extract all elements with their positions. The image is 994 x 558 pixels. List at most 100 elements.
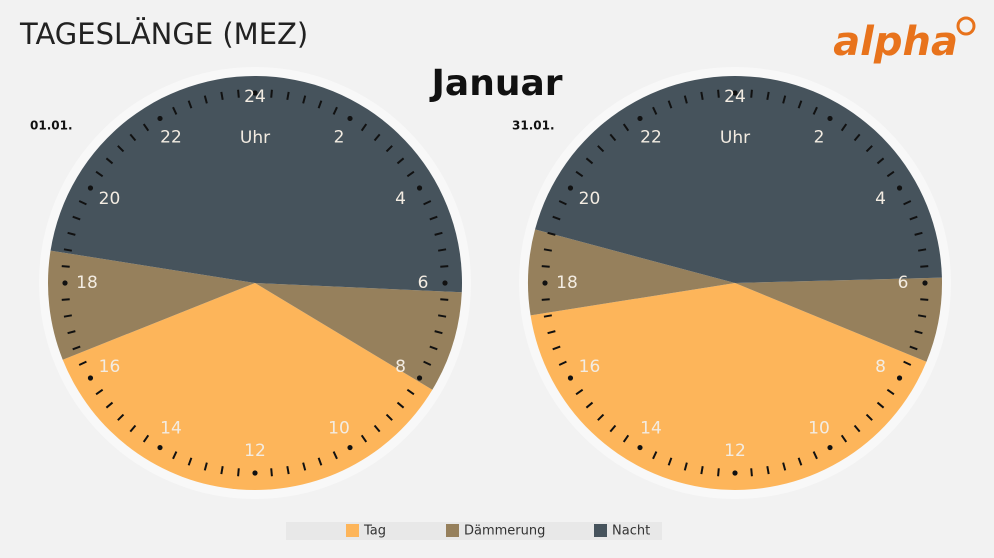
hour-label: 18: [76, 273, 98, 293]
hour-label: 2: [814, 128, 825, 148]
minute-tick: [840, 434, 848, 443]
hour-label: 16: [99, 357, 121, 377]
hour-dot: [637, 444, 643, 451]
clock-segment: [62, 283, 433, 490]
minute-tick: [270, 468, 273, 477]
minute-tick: [920, 298, 929, 301]
hour-dot: [827, 115, 833, 122]
minute-tick: [78, 200, 87, 206]
minute-tick: [558, 200, 567, 206]
minute-tick: [406, 388, 415, 396]
hour-dot: [62, 280, 68, 286]
minute-tick: [440, 298, 449, 301]
subtitle: Januar: [429, 63, 563, 104]
minute-tick: [609, 133, 617, 142]
legend-bar: [286, 522, 662, 540]
logo-ring: [956, 16, 976, 36]
minute-tick: [317, 100, 323, 109]
minute-tick: [142, 434, 150, 443]
minute-tick: [95, 170, 104, 178]
minute-tick: [700, 466, 704, 475]
minute-tick: [302, 462, 307, 471]
minute-tick: [853, 424, 861, 433]
hour-label: 2: [334, 128, 345, 148]
minute-tick: [903, 200, 912, 206]
minute-tick: [652, 106, 658, 115]
minute-tick: [909, 215, 918, 221]
minute-tick: [903, 360, 912, 366]
minute-tick: [558, 360, 567, 366]
minute-tick: [552, 345, 561, 351]
minute-tick: [840, 123, 848, 132]
hour-unit: Uhr: [240, 128, 270, 148]
minute-tick: [918, 248, 927, 252]
minute-tick: [667, 100, 673, 109]
hour-dot: [416, 375, 423, 381]
title: TAGESLÄNGE (MEZ): [19, 17, 308, 51]
hour-dot: [827, 444, 833, 451]
minute-tick: [434, 330, 443, 335]
minute-tick: [876, 401, 885, 409]
minute-tick: [438, 248, 447, 252]
minute-tick: [667, 457, 673, 466]
minute-tick: [317, 457, 323, 466]
hour-dot: [567, 185, 574, 191]
minute-tick: [575, 388, 584, 396]
minute-tick: [750, 468, 753, 477]
minute-tick: [440, 265, 449, 268]
minute-tick: [766, 466, 770, 475]
minute-tick: [286, 91, 290, 100]
legend-label: Dämmerung: [464, 524, 545, 539]
minute-tick: [429, 215, 438, 221]
minute-tick: [918, 314, 927, 318]
minute-tick: [886, 388, 895, 396]
minute-tick: [717, 468, 720, 477]
hour-dot: [87, 375, 94, 381]
minute-tick: [585, 157, 594, 165]
hour-dot: [87, 185, 94, 191]
minute-tick: [187, 457, 193, 466]
clock-segment: [735, 277, 942, 362]
hour-label: 24: [244, 87, 266, 107]
hour-dot: [896, 375, 903, 381]
minute-tick: [302, 95, 307, 104]
minute-tick: [597, 413, 605, 421]
minute-tick: [95, 388, 104, 396]
minute-tick: [652, 451, 658, 460]
hour-dot: [732, 470, 738, 476]
legend-label: Nacht: [612, 524, 650, 539]
minute-tick: [129, 424, 137, 433]
minute-tick: [237, 468, 240, 477]
hour-label: 6: [898, 273, 909, 293]
minute-tick: [552, 215, 561, 221]
minute-tick: [865, 413, 873, 421]
hour-dot: [896, 185, 903, 191]
minute-tick: [434, 231, 443, 236]
minute-tick: [63, 314, 72, 318]
minute-tick: [270, 89, 273, 98]
hour-dot: [732, 90, 738, 96]
clock-segment: [47, 250, 255, 360]
minute-tick: [385, 145, 393, 153]
minute-tick: [909, 345, 918, 351]
hour-dot: [252, 470, 258, 476]
minute-tick: [700, 91, 704, 100]
minute-tick: [920, 265, 929, 268]
minute-tick: [547, 231, 556, 236]
minute-tick: [876, 157, 885, 165]
minute-tick: [750, 89, 753, 98]
minute-tick: [61, 298, 70, 301]
minute-tick: [142, 123, 150, 132]
minute-tick: [373, 133, 381, 142]
legend-swatch: [446, 524, 459, 537]
clock-segment: [528, 229, 735, 316]
minute-tick: [886, 170, 895, 178]
hour-label: 8: [395, 357, 406, 377]
hour-dot: [416, 185, 423, 191]
minute-tick: [172, 451, 178, 460]
minute-tick: [172, 106, 178, 115]
minute-tick: [438, 314, 447, 318]
minute-tick: [187, 100, 193, 109]
minute-tick: [914, 330, 923, 335]
